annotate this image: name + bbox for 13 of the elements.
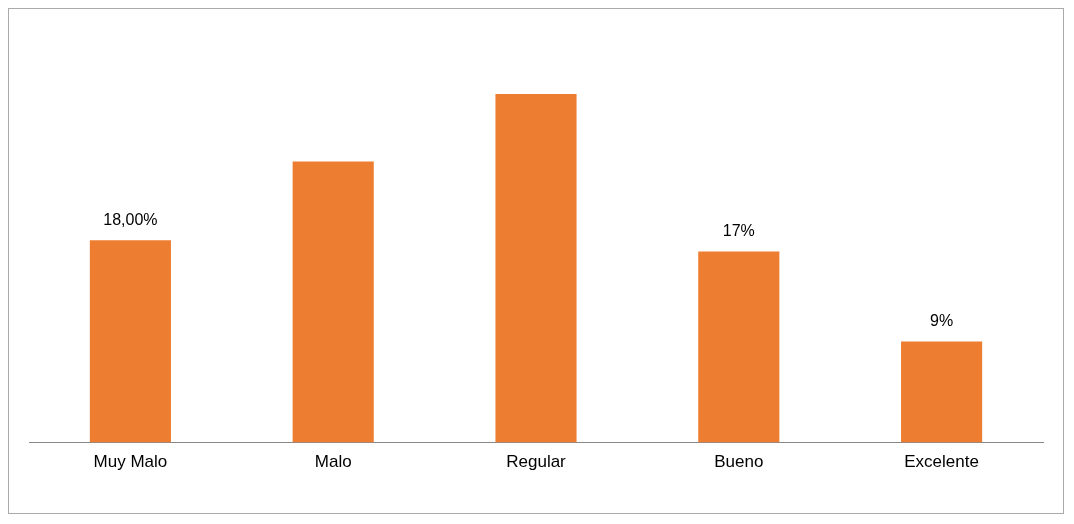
- bar: [89, 240, 171, 443]
- x-tick-label: Excelente: [904, 452, 979, 472]
- x-tick-label: Bueno: [714, 452, 764, 472]
- x-tick-label: Regular: [506, 452, 567, 472]
- x-tick-label: Muy Malo: [93, 452, 168, 472]
- x-tick-label: Malo: [314, 452, 352, 472]
- bar: [292, 161, 374, 443]
- data-label: 9%: [930, 311, 954, 329]
- data-label: 18,00%: [103, 210, 158, 228]
- bar: [698, 251, 780, 443]
- data-label: 17%: [722, 221, 755, 239]
- bar: [495, 93, 577, 443]
- bar: [901, 341, 983, 443]
